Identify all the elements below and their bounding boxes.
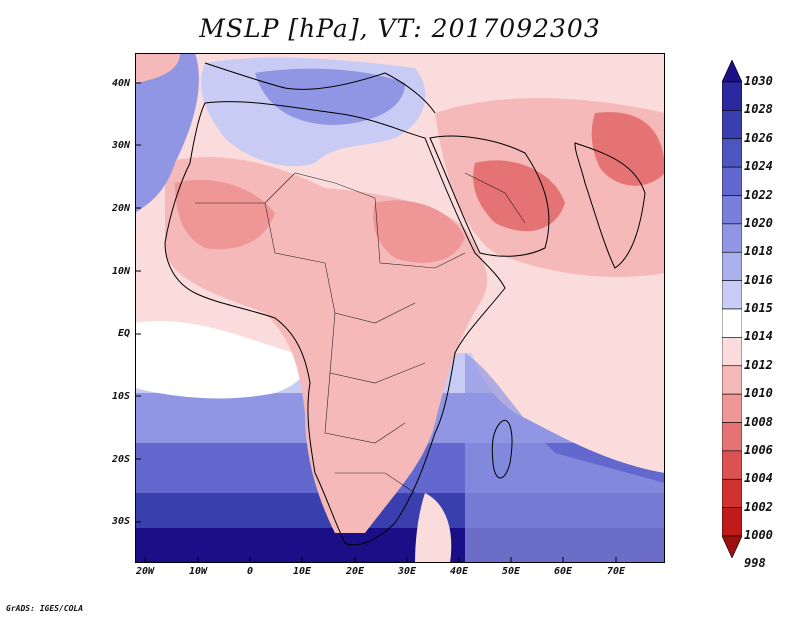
colorbar-cap-bottom (722, 535, 742, 558)
colorbar-swatch (722, 251, 742, 281)
lon-label-10e: 10E (292, 566, 312, 577)
field-equatorial-white (135, 320, 306, 399)
colorbar-level-label: 1024 (744, 159, 773, 174)
colorbar-swatch (722, 110, 742, 140)
colorbar-level-label: 1014 (744, 329, 773, 344)
colorbar-swatch (722, 450, 742, 480)
lat-label-30n: 30N (111, 140, 130, 151)
field-cape-white (415, 493, 452, 563)
colorbar-level-label: 1022 (744, 187, 773, 202)
colorbar-level-label: 1016 (744, 272, 773, 287)
mslp-map (135, 53, 665, 563)
africa-coastline (164, 101, 506, 546)
colorbar-swatch (722, 365, 742, 395)
field-iran-core (591, 112, 665, 186)
coastlines (164, 62, 646, 546)
madagascar (491, 420, 513, 479)
colorbar-swatch (722, 195, 742, 225)
colorbar-swatch (722, 223, 742, 253)
lon-label-70e: 70E (606, 566, 626, 577)
arabia-coastline (429, 135, 550, 257)
field-atlantic-high (135, 53, 199, 213)
colorbar-level-label: 1012 (744, 357, 773, 372)
colorbar-level-label: 1026 (744, 130, 773, 145)
colorbar-swatch (722, 280, 742, 310)
lon-label-60e: 60E (553, 566, 573, 577)
ticks (135, 82, 617, 563)
lon-label-10w: 10W (188, 566, 208, 577)
lat-label-10n: 10N (111, 266, 130, 277)
colorbar-swatch (722, 138, 742, 168)
colorbar-level-label: 1000 (744, 528, 773, 542)
colorbar-level-label: 998 (744, 556, 766, 571)
colorbar-swatch (722, 422, 742, 452)
colorbar-swatch (722, 81, 742, 111)
lat-label-20s: 20S (111, 454, 130, 465)
colorbar-swatch (722, 393, 742, 423)
colorbar (722, 60, 742, 558)
colorbar-level-label: 1010 (744, 386, 773, 401)
colorbar-level-label: 1028 (744, 102, 773, 117)
lon-label-50e: 50E (501, 566, 521, 577)
field-sudan-low (373, 200, 465, 263)
lat-label-40n: 40N (111, 78, 130, 89)
colorbar-swatch (722, 308, 742, 338)
lat-label-20n: 20N (111, 203, 130, 214)
colorbar-level-label: 1006 (744, 442, 773, 457)
india-coastline (574, 142, 646, 269)
field-atlantic-low-corner (135, 53, 180, 83)
lon-label-30e: 30E (397, 566, 417, 577)
field-indian-ocean (465, 304, 665, 473)
colorbar-swatch (722, 337, 742, 367)
colorbar-level-label: 1018 (744, 244, 773, 259)
colorbar-level-label: 1015 (744, 301, 773, 315)
colorbar-swatch (722, 166, 742, 196)
map-title: MSLP [hPa], VT: 2017092303 (199, 14, 601, 43)
lat-label-30s: 30S (111, 516, 130, 527)
colorbar-cap-top (722, 60, 742, 83)
colorbar-level-label: 1002 (744, 499, 773, 514)
field-arabia-core (473, 160, 565, 232)
colorbar-swatch (722, 478, 742, 508)
field-sahel-low (175, 179, 275, 250)
grads-credit: GrADS: IGES/COLA (6, 604, 84, 613)
lon-label-0: 0 (246, 566, 254, 577)
country-borders (195, 172, 526, 494)
map-frame (135, 53, 665, 563)
europe-coastline (204, 62, 436, 114)
lat-label-10s: 10S (111, 391, 130, 402)
colorbar-level-label: 1020 (744, 215, 773, 230)
lon-label-20w: 20W (135, 566, 155, 577)
colorbar-swatch (722, 507, 742, 537)
field-med-high-core (255, 68, 405, 125)
field-indian-ocean-blue (465, 353, 665, 563)
lon-label-40e: 40E (449, 566, 469, 577)
lon-label-20e: 20E (345, 566, 365, 577)
lat-label-eq: EQ (117, 328, 130, 339)
colorbar-level-label: 1004 (744, 471, 773, 486)
colorbar-level-label: 1030 (744, 74, 773, 88)
colorbar-level-label: 1008 (744, 414, 773, 429)
